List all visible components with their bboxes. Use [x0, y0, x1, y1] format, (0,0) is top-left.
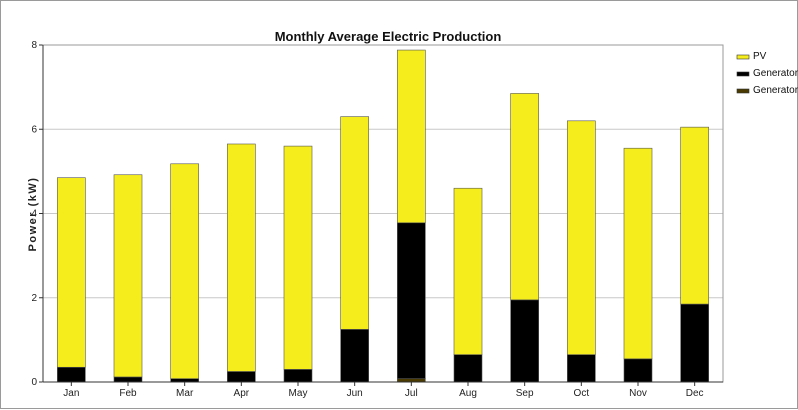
bar-generator-2-jul	[397, 378, 426, 383]
bar-pv-nov	[623, 147, 653, 360]
bar-pv-jul	[397, 49, 426, 224]
y-tick-label: 2	[31, 293, 37, 304]
bar-generator-1-may	[283, 369, 313, 383]
bar-series	[57, 49, 709, 383]
y-tick-label: 8	[31, 40, 37, 51]
bar-generator-1-oct	[567, 354, 596, 383]
bar-generator-1-apr	[227, 371, 256, 383]
x-tick-label: Apr	[234, 388, 250, 399]
bar-generator-1-feb	[113, 376, 143, 383]
legend-label: Generator 1	[753, 68, 798, 79]
legend-label: Generator 2	[753, 85, 798, 96]
bar-pv-jan	[57, 177, 86, 368]
x-tick-label: Jul	[405, 388, 418, 399]
bar-generator-1-jan	[57, 366, 86, 383]
legend-swatch	[736, 88, 750, 94]
chart-title: Monthly Average Electric Production	[275, 29, 502, 44]
x-tick-label: Aug	[459, 388, 477, 399]
legend-swatch	[736, 54, 750, 60]
bar-pv-sep	[510, 93, 539, 301]
x-tick-labels: Jan Feb Mar Apr May Jun Jul Aug Sep Oct Nov Dec	[63, 388, 703, 399]
y-tick-labels: 0 2 4 6 8	[31, 40, 37, 388]
x-tick-label: May	[289, 388, 308, 399]
legend-swatch	[736, 71, 750, 77]
bar-pv-may	[283, 145, 313, 370]
bar-generator-1-dec	[680, 303, 709, 383]
y-tick-label: 4	[31, 209, 37, 220]
gridlines	[43, 44, 723, 299]
x-tick-label: Dec	[686, 388, 704, 399]
bar-pv-mar	[170, 163, 199, 379]
x-tick-label: Jun	[347, 388, 363, 399]
y-tick-label: 6	[31, 124, 37, 135]
bar-generator-1-mar	[170, 378, 199, 383]
x-tick-label: Sep	[516, 388, 534, 399]
bar-pv-dec	[680, 126, 709, 305]
bar-pv-oct	[567, 120, 596, 355]
legend-label: PV	[753, 51, 767, 62]
x-tick-label: Feb	[119, 388, 137, 399]
bar-generator-1-aug	[453, 354, 483, 383]
y-tick-label: 0	[31, 377, 37, 388]
x-tick-label: Jan	[63, 388, 79, 399]
x-tick-label: Mar	[176, 388, 194, 399]
bar-pv-aug	[453, 187, 483, 355]
legend: PV Generator 1 Generator 2	[736, 51, 798, 96]
bar-pv-jun	[340, 116, 369, 330]
bar-generator-1-nov	[623, 358, 653, 383]
x-tick-label: Oct	[574, 388, 590, 399]
axes	[39, 44, 724, 386]
bar-pv-feb	[113, 174, 143, 378]
bar-generator-1-jun	[340, 329, 369, 383]
bar-generator-1-jul	[397, 222, 426, 379]
bar-generator-1-sep	[510, 299, 539, 383]
x-tick-label: Nov	[629, 388, 647, 399]
y-axis-label: Power (kW)	[27, 177, 39, 252]
bar-pv-apr	[227, 143, 256, 372]
